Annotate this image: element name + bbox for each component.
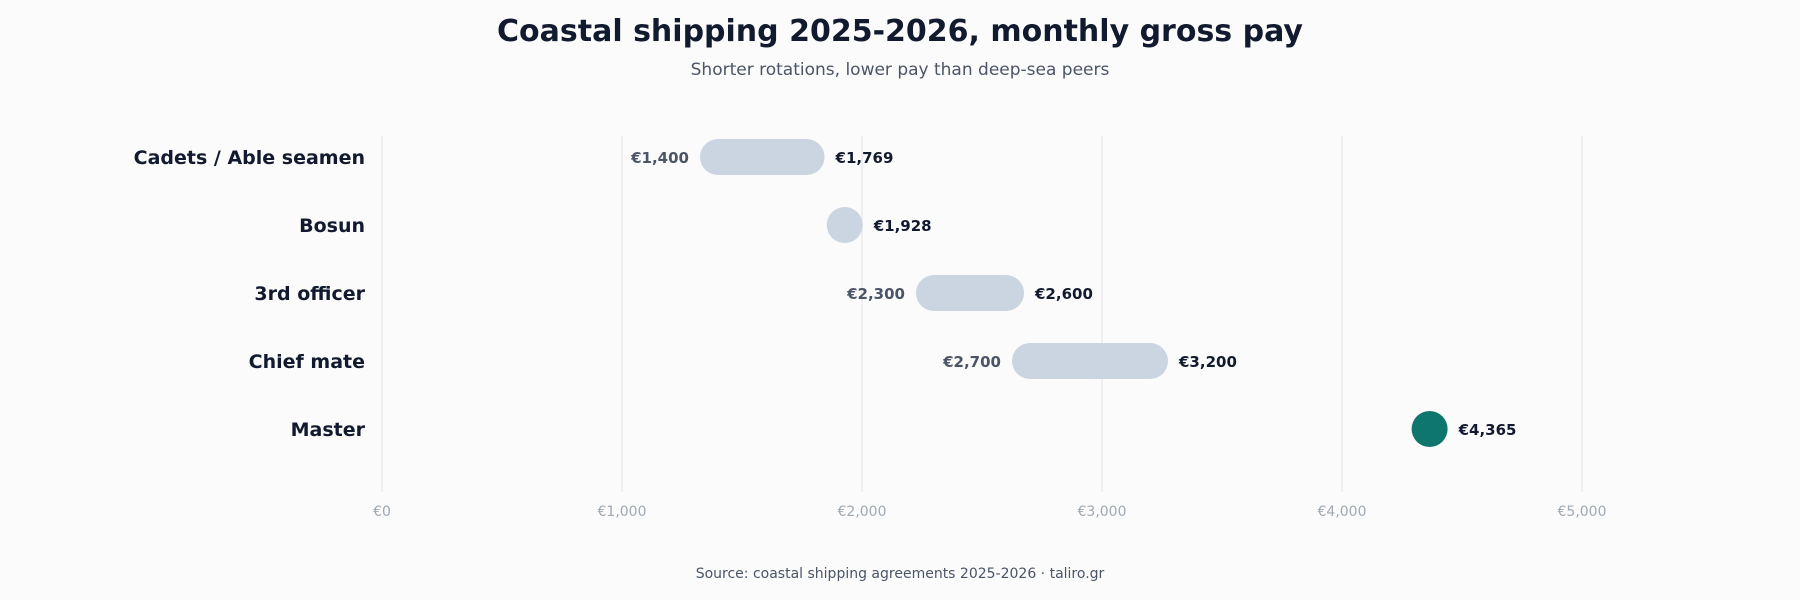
range-bar [1012,343,1168,379]
low-value-label: €1,400 [630,149,689,167]
range-bar [700,139,825,175]
value-dot [826,207,863,243]
row-label: Cadets / Able seamen [134,147,365,169]
row-label: 3rd officer [254,283,365,305]
row-label: Master [291,419,366,441]
x-tick-label: €1,000 [598,504,647,520]
x-tick-label: €5,000 [1558,504,1607,520]
bar-layer [700,139,1448,447]
value-dot [1411,411,1448,447]
x-axis-ticks: €0 €1,000 €2,000 €3,000 €4,000 €5,000 [373,504,1606,520]
chart-subtitle: Shorter rotations, lower pay than deep-s… [690,60,1110,80]
low-value-label: €2,700 [942,353,1001,371]
x-tick-label: €2,000 [838,504,887,520]
high-value-label: €3,200 [1178,353,1237,371]
label-layer: Cadets / Able seamen €1,400 €1,769 Bosun €1,… [134,147,1517,441]
high-value-label: €2,600 [1034,285,1093,303]
high-value-label: €1,769 [835,149,894,167]
chart-title: Coastal shipping 2025-2026, monthly gros… [497,14,1303,49]
low-value-label: €2,300 [846,285,905,303]
range-bar [916,275,1024,311]
row-label: Chief mate [249,351,365,373]
high-value-label: €1,928 [873,217,932,235]
x-tick-label: €4,000 [1318,504,1367,520]
x-tick-label: €0 [373,504,391,520]
grid-layer [381,136,1583,492]
source-note: Source: coastal shipping agreements 2025… [695,566,1105,582]
x-tick-label: €3,000 [1078,504,1127,520]
row-label: Bosun [299,215,365,237]
high-value-label: €4,365 [1458,421,1517,439]
